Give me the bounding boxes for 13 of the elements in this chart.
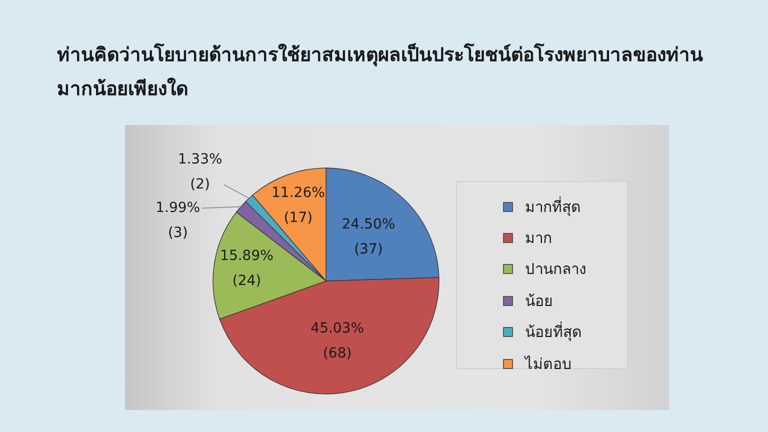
data-label: 1.99% (3) (156, 200, 200, 242)
data-label: 11.26% (17) (272, 185, 325, 226)
data-label: 45.03% (68) (310, 320, 364, 362)
data-label: 15.89% (24) (220, 248, 274, 290)
chart-title: ท่านคิดว่านโยบายด้านการใช้ยาสมเหตุผลเป็นประโยชน์ต่อโรงพยาบาลของท่านมากน้อยเพียงใด (57, 42, 704, 102)
data-label: 1.33% (2) (178, 152, 222, 193)
legend-label: ปานกลาง (525, 259, 586, 280)
legend-label: มาก (525, 228, 552, 250)
legend-label: น้อย (525, 290, 553, 312)
legend-label: ไม่ตอบ (525, 354, 572, 375)
data-label: 24.50% (37) (342, 216, 396, 258)
legend-label: มากที่สุด (525, 196, 581, 218)
legend-label: น้อยที่สุด (525, 320, 582, 344)
